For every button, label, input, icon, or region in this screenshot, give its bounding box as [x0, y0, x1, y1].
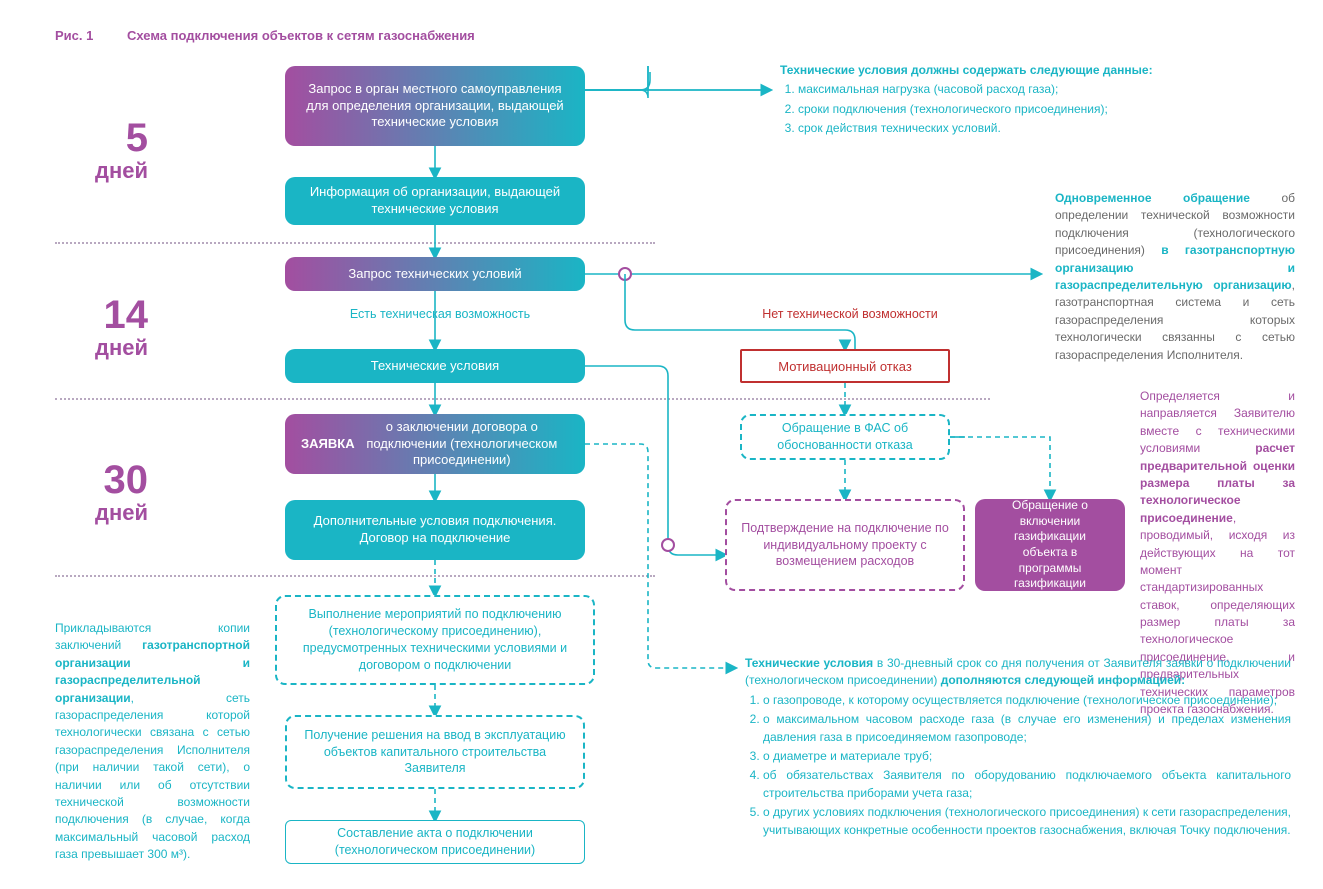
figure-title-text: Схема подключения объектов к сетям газос…	[127, 28, 475, 43]
days-word: дней	[95, 500, 148, 526]
s4-item: об обязательствах Заявителя по оборудова…	[763, 767, 1291, 802]
box-org-info: Информация об организации, выдающей техн…	[285, 177, 585, 225]
s1-item: сроки подключения (технологического прис…	[798, 101, 1240, 118]
days-14: 14 дней	[95, 295, 148, 361]
box-application: ЗАЯВКА о заключении договора о подключен…	[285, 414, 585, 474]
figure-title: Рис. 1 Схема подключения объектов к сетя…	[55, 28, 475, 43]
days-5: 5 дней	[95, 118, 148, 184]
s1-list: максимальная нагрузка (часовой расход га…	[798, 81, 1240, 137]
dashed-confirm: Подтверждение на подключение по индивиду…	[725, 499, 965, 591]
days-word: дней	[95, 158, 148, 184]
red-refusal: Мотивационный отказ	[740, 349, 950, 383]
s4-item: о диаметре и материале труб;	[763, 748, 1291, 765]
label-yes: Есть техническая возможность	[315, 307, 565, 321]
s2-pref: Одновременное обращение	[1055, 191, 1250, 205]
s4-item: о газопроводе, к которому осуществляется…	[763, 692, 1291, 709]
s4-bold2: дополняются следующей информацией:	[941, 673, 1185, 687]
s1-heading: Технические условия должны содержать сле…	[780, 63, 1153, 77]
side-left-note: Прикладываются копии заключений газотран…	[55, 620, 250, 863]
dashed-decision: Получение решения на ввод в эксплуатацию…	[285, 715, 585, 789]
s4-item: о других условиях подключения (технологи…	[763, 804, 1291, 839]
divider-2	[55, 398, 990, 400]
s4-list: о газопроводе, к которому осуществляется…	[763, 692, 1291, 839]
s1-item: максимальная нагрузка (часовой расход га…	[798, 81, 1240, 98]
days-30: 30 дней	[95, 460, 148, 526]
label-no: Нет технической возможности	[735, 307, 965, 321]
box-additional: Дополнительные условия подключения.Догов…	[285, 500, 585, 560]
box-request-local: Запрос в орган местного самоуправления д…	[285, 66, 585, 146]
side-s2: Одновременное обращение об определении т…	[1055, 190, 1295, 364]
days-num: 14	[95, 295, 148, 335]
days-num: 30	[95, 460, 148, 500]
days-word: дней	[95, 335, 148, 361]
days-num: 5	[95, 118, 148, 158]
dashed-fas: Обращение в ФАС об обоснованности отказа	[740, 414, 950, 460]
box-purple-program: Обращение о включении газификации объект…	[975, 499, 1125, 591]
box-tu: Технические условия	[285, 349, 585, 383]
box-request-tu: Запрос технических условий	[285, 257, 585, 291]
divider-3	[55, 575, 655, 577]
s4-item: о максимальном часовом расходе газа (в с…	[763, 711, 1291, 746]
side-s4: Технические условия в 30-дневный срок со…	[745, 655, 1291, 841]
figure-number: Рис. 1	[55, 28, 93, 43]
ln-b: , сеть газораспределения которой техноло…	[55, 691, 250, 862]
s1-item: срок действия технических условий.	[798, 120, 1240, 137]
outline-act: Составление акта о подключении (технолог…	[285, 820, 585, 864]
s4-pref: Технические условия	[745, 656, 873, 670]
side-s1: Технические условия должны содержать сле…	[780, 62, 1240, 140]
divider-1	[55, 242, 655, 244]
dashed-execute: Выполнение мероприятий по подключению (т…	[275, 595, 595, 685]
